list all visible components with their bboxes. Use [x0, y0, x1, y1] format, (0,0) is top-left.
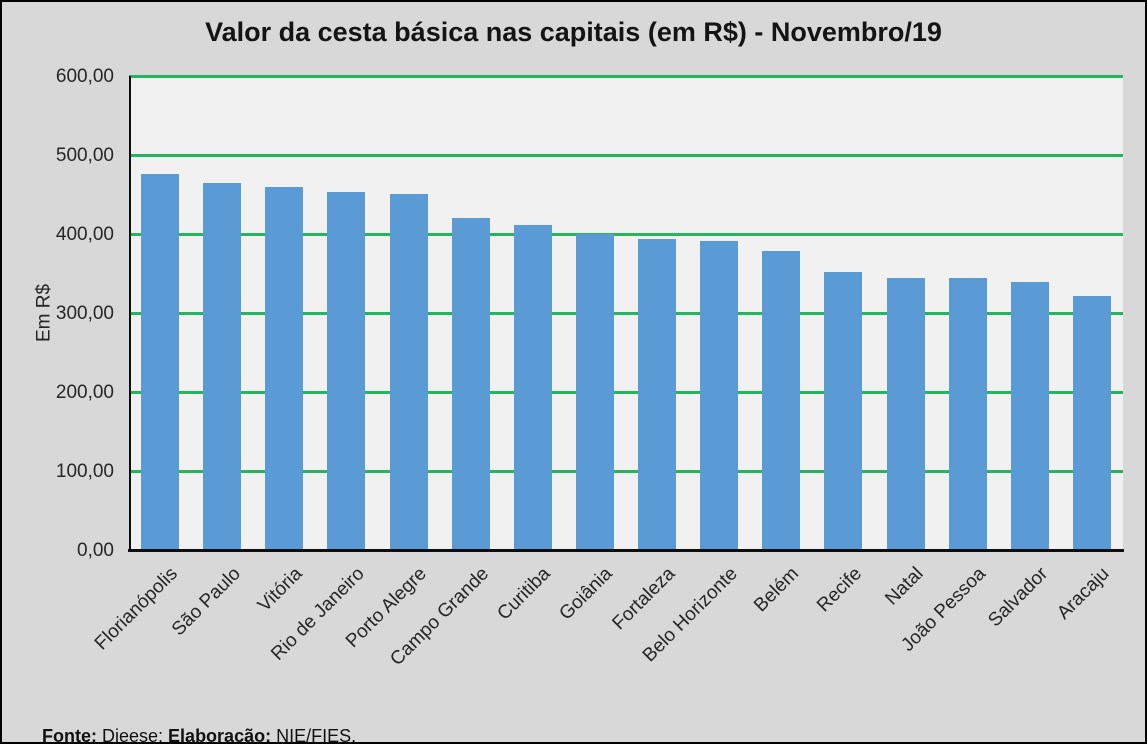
x-axis-line: [128, 549, 1124, 552]
y-axis-line: [129, 76, 131, 552]
y-axis-tick-label: 600,00: [55, 66, 114, 87]
x-axis-label: Vitória: [253, 563, 307, 616]
footer-elaboration-text: NIE/FIES.: [271, 725, 357, 744]
gridline: [129, 390, 1123, 394]
x-axis-label: Natal: [881, 563, 928, 610]
bar: [638, 238, 677, 550]
bar: [141, 174, 180, 550]
y-axis-tick-label: 200,00: [55, 382, 114, 403]
footer-source-label: Fonte:: [42, 725, 97, 744]
bar: [327, 192, 366, 550]
y-axis-tick-label: 300,00: [55, 303, 114, 324]
bar: [265, 186, 304, 550]
bar: [1010, 282, 1049, 550]
bar: [513, 224, 552, 550]
gridline: [129, 232, 1123, 236]
footer-source-note: Fonte: Dieese; Elaboração: NIE/FIES.: [22, 704, 357, 744]
bar: [203, 183, 242, 550]
y-axis-title: Em R$: [33, 283, 55, 343]
y-axis-tick-label: 500,00: [55, 145, 114, 166]
bar: [1072, 295, 1111, 550]
bar: [700, 241, 739, 550]
bar: [824, 271, 863, 550]
x-axis-label: Aracaju: [1053, 563, 1115, 624]
gridline: [129, 311, 1123, 315]
x-axis-label: Goiânia: [555, 563, 618, 625]
bar: [575, 234, 614, 550]
footer-elaboration-label: Elaboração:: [168, 725, 272, 744]
bar: [948, 278, 987, 550]
y-axis-tick-label: 100,00: [55, 461, 114, 482]
x-axis-label: Belém: [750, 563, 804, 617]
gridline: [129, 74, 1123, 78]
gridline: [129, 469, 1123, 473]
gridline: [129, 153, 1123, 157]
chart-title: Valor da cesta básica nas capitais (em R…: [205, 17, 942, 47]
x-axis-label: Florianópolis: [91, 563, 183, 655]
bar: [389, 193, 428, 550]
x-axis-label: Curitiba: [493, 563, 555, 625]
y-axis-tick-label: 400,00: [55, 224, 114, 245]
y-axis-tick-label: 0,00: [77, 540, 114, 561]
bar: [451, 218, 490, 550]
x-axis-label: Salvador: [984, 563, 1052, 632]
footer-source-text: Dieese;: [97, 725, 169, 744]
bar: [762, 251, 801, 550]
x-axis-label: Recife: [812, 563, 866, 617]
bar: [886, 277, 925, 550]
